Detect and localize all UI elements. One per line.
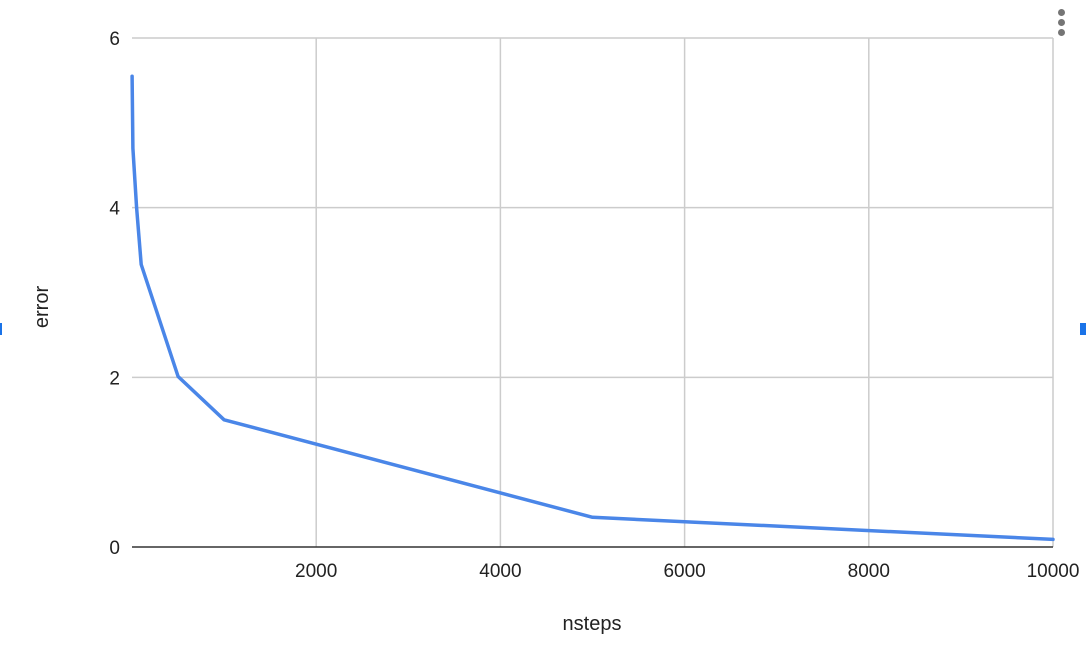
x-axis-ticks: 2000 4000 6000 8000 10000 (295, 561, 1079, 582)
series-line (130, 74, 1055, 542)
x-tick-label: 6000 (663, 561, 705, 582)
gridlines (132, 37, 1054, 548)
x-axis-title: nsteps (563, 613, 622, 635)
x-tick-label: 10000 (1027, 561, 1080, 582)
resize-handle-left[interactable] (0, 323, 2, 335)
y-tick-label: 6 (109, 29, 120, 50)
more-vert-icon-dot (1057, 29, 1065, 36)
x-tick-label: 8000 (848, 561, 890, 582)
y-axis-ticks: 0 2 4 6 (109, 29, 120, 559)
more-vert-icon (1057, 9, 1065, 16)
more-vert-icon-dot (1057, 19, 1065, 26)
series-group (130, 74, 1055, 542)
y-tick-label: 2 (109, 368, 120, 389)
y-tick-label: 0 (109, 538, 120, 559)
resize-handle-right[interactable] (1080, 323, 1086, 335)
chart-menu-button[interactable] (1050, 6, 1072, 40)
y-tick-label: 4 (109, 199, 120, 220)
x-tick-label: 4000 (479, 561, 521, 582)
y-axis-title: error (31, 286, 53, 329)
x-tick-label: 2000 (295, 561, 337, 582)
